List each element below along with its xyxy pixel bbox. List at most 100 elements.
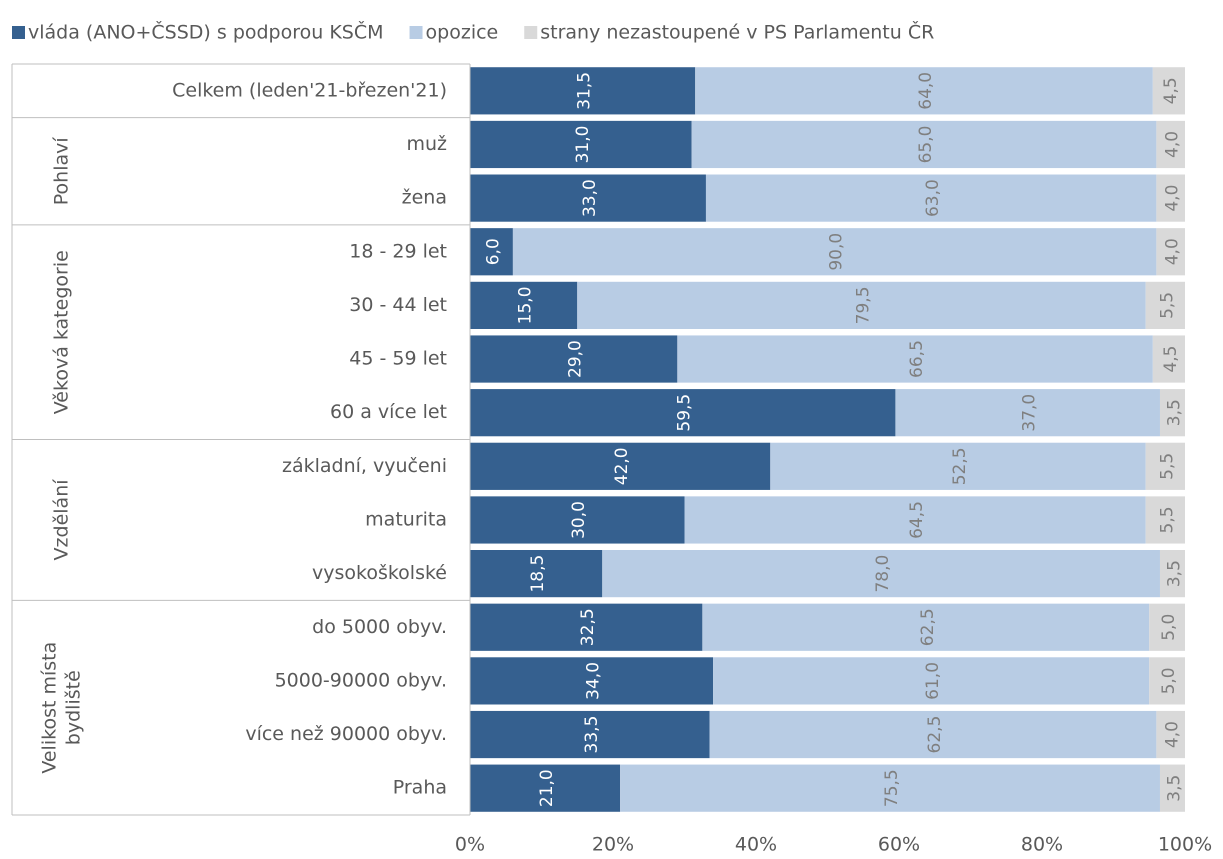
- bar-segment: [895, 389, 1160, 437]
- group-label: bydliště: [63, 670, 85, 745]
- category-label: maturita: [365, 508, 447, 530]
- data-label: 4,5: [1161, 346, 1181, 373]
- data-label: 65,0: [916, 126, 936, 164]
- data-label: 5,5: [1157, 453, 1177, 480]
- legend-swatch: [409, 26, 423, 39]
- bar-segment: [1145, 442, 1185, 490]
- data-label: 66,5: [907, 340, 927, 378]
- bar-segment: [470, 710, 710, 759]
- bar-segment: [1156, 228, 1185, 276]
- group-label: Vzdělání: [51, 479, 73, 561]
- category-label: do 5000 obyv.: [312, 616, 447, 638]
- x-tick-label: 20%: [592, 834, 634, 856]
- bar-segment: [470, 281, 578, 329]
- data-label: 30,0: [569, 501, 589, 539]
- bar-segment: [1145, 496, 1185, 544]
- bar-segment: [620, 764, 1160, 812]
- bar-segment: [1149, 603, 1185, 651]
- legend-label: strany nezastoupené v PS Parlamentu ČR: [540, 20, 934, 44]
- bar-segment: [702, 603, 1150, 651]
- category-label: základní, vyučeni: [282, 455, 447, 477]
- bar-segment: [1145, 281, 1185, 329]
- bar-segment: [1156, 120, 1185, 169]
- bar-segment: [602, 550, 1160, 598]
- group-label: Pohlaví: [51, 137, 73, 206]
- x-tick-label: 0%: [455, 834, 485, 856]
- legend-swatch: [524, 26, 538, 39]
- category-label: 5000-90000 obyv.: [275, 669, 447, 691]
- bar-segment: [470, 67, 696, 115]
- data-label: 6,0: [483, 238, 503, 265]
- bar-segment: [1159, 389, 1185, 437]
- bar-segment: [470, 496, 685, 544]
- data-label: 21,0: [537, 769, 557, 807]
- bar-segment: [684, 496, 1146, 544]
- data-label: 4,0: [1163, 238, 1183, 265]
- bar-segment: [1156, 174, 1185, 222]
- bar-segment: [705, 174, 1157, 222]
- data-label: 3,5: [1164, 560, 1184, 587]
- bar-segment: [1152, 335, 1185, 383]
- data-label: 42,0: [612, 447, 632, 485]
- data-label: 78,0: [873, 555, 893, 593]
- category-label: Praha: [393, 777, 447, 799]
- bar-segment: [1159, 764, 1185, 812]
- category-label: Celkem (leden'21-březen'21): [172, 79, 447, 101]
- bar-segment: [470, 389, 896, 437]
- bar-segment: [1152, 67, 1185, 115]
- x-tick-label: 40%: [735, 834, 777, 856]
- bar-segment: [470, 442, 771, 490]
- bar-segment: [1159, 550, 1185, 598]
- category-label: žena: [402, 187, 447, 209]
- data-label: 34,0: [584, 662, 604, 700]
- data-label: 62,5: [918, 608, 938, 646]
- data-label: 64,5: [907, 501, 927, 539]
- x-tick-label: 60%: [878, 834, 920, 856]
- data-label: 4,0: [1163, 185, 1183, 212]
- data-label: 61,0: [923, 662, 943, 700]
- category-label: 60 a více let: [330, 401, 447, 423]
- data-label: 5,0: [1159, 667, 1179, 694]
- bar-segment: [1156, 710, 1185, 759]
- data-label: 3,5: [1164, 399, 1184, 426]
- group-label: Věková kategorie: [51, 250, 73, 414]
- bar-segment: [470, 174, 706, 222]
- legend-label: vláda (ANO+ČSSD) s podporou KSČM: [28, 20, 384, 44]
- legend-label: opozice: [426, 22, 499, 44]
- data-label: 4,5: [1161, 77, 1181, 104]
- bar-segment: [677, 335, 1153, 383]
- data-label: 75,5: [882, 769, 902, 807]
- bar-segment: [470, 335, 678, 383]
- data-label: 15,0: [516, 286, 536, 324]
- bar-segment: [470, 764, 621, 812]
- data-label: 33,0: [580, 179, 600, 217]
- x-tick-label: 80%: [1021, 834, 1063, 856]
- data-label: 31,5: [575, 72, 595, 110]
- data-label: 18,5: [528, 555, 548, 593]
- data-label: 5,5: [1157, 292, 1177, 319]
- data-label: 90,0: [827, 233, 847, 271]
- data-label: 59,5: [675, 394, 695, 432]
- category-label: vysokoškolské: [312, 562, 447, 584]
- data-label: 4,0: [1163, 721, 1183, 748]
- data-label: 32,5: [578, 608, 598, 646]
- x-tick-label: 100%: [1158, 834, 1212, 856]
- data-label: 3,5: [1164, 775, 1184, 802]
- bar-segment: [1149, 657, 1185, 705]
- bar-segment: [577, 281, 1146, 329]
- data-label: 52,5: [950, 447, 970, 485]
- data-label: 31,0: [573, 126, 593, 164]
- bar-segment: [691, 120, 1157, 169]
- data-label: 4,0: [1163, 131, 1183, 158]
- category-label: 45 - 59 let: [349, 348, 447, 370]
- bar-segment: [470, 657, 714, 705]
- data-label: 79,5: [853, 286, 873, 324]
- bar-segment: [713, 657, 1150, 705]
- bar-segment: [695, 67, 1153, 115]
- category-label: více než 90000 obyv.: [245, 723, 447, 745]
- data-label: 63,0: [923, 179, 943, 217]
- bar-segment: [770, 442, 1146, 490]
- category-label: 30 - 44 let: [349, 294, 447, 316]
- bar-segment: [470, 603, 703, 651]
